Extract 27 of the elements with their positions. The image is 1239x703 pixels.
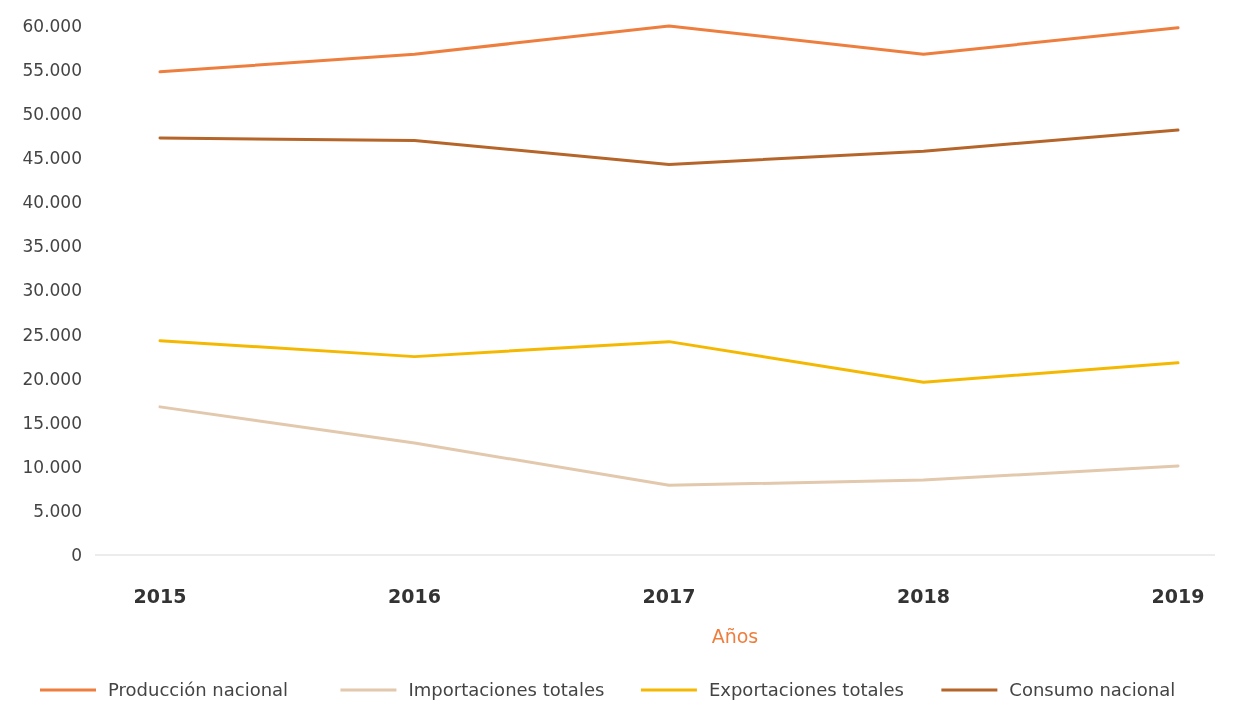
- legend-label: Consumo nacional: [1009, 679, 1176, 701]
- y-tick-label: 0: [71, 544, 82, 565]
- legend-label: Exportaciones totales: [708, 679, 904, 701]
- y-tick-label: 55.000: [22, 60, 82, 81]
- legend-label: Producción nacional: [108, 679, 289, 701]
- y-tick-label: 35.000: [22, 236, 82, 257]
- x-tick-label: 2019: [1151, 585, 1205, 607]
- y-tick-label: 50.000: [22, 104, 82, 125]
- line-series: [158, 405, 1180, 487]
- y-tick-label: 45.000: [22, 148, 82, 169]
- y-tick-label: 25.000: [22, 324, 82, 345]
- legend-label: Importaciones totales: [408, 679, 605, 701]
- y-tick-label: 60.000: [22, 15, 82, 36]
- line-series: [158, 24, 1180, 74]
- line-series: [158, 339, 1180, 384]
- y-tick-label: 15.000: [22, 412, 82, 433]
- x-tick-label: 2018: [897, 585, 950, 607]
- line-series: [158, 128, 1180, 166]
- x-tick-label: 2016: [388, 585, 441, 607]
- y-tick-label: 30.000: [22, 280, 82, 301]
- y-tick-label: 40.000: [22, 192, 82, 213]
- y-tick-label: 20.000: [22, 368, 82, 389]
- y-tick-label: 5.000: [33, 500, 82, 521]
- x-tick-label: 2015: [133, 585, 187, 607]
- x-axis-title: Años: [711, 625, 759, 647]
- x-tick-label: 2017: [642, 585, 696, 607]
- y-tick-label: 10.000: [22, 456, 82, 477]
